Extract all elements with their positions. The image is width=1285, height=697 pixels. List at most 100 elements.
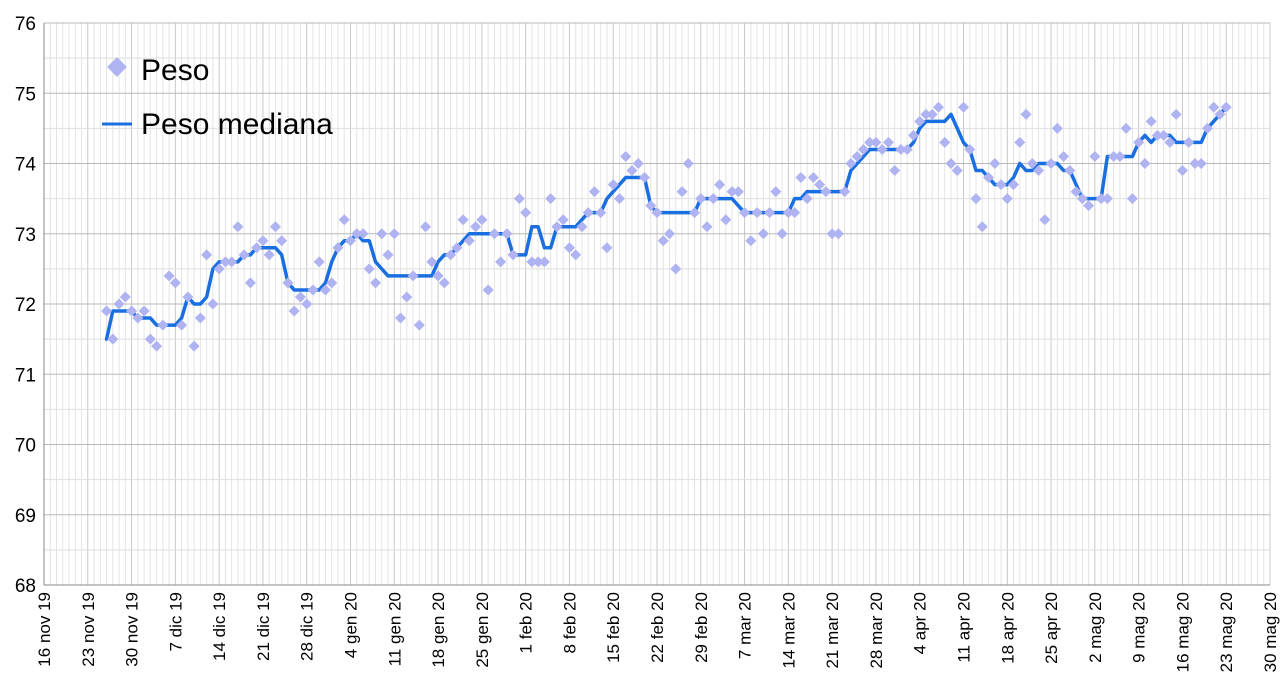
data-point-peso (113, 298, 125, 310)
data-point-peso (482, 284, 494, 296)
x-tick-label: 16 mag 20 (1173, 592, 1192, 672)
data-point-peso (307, 284, 319, 296)
data-point-peso (839, 186, 851, 198)
data-point-peso (188, 340, 200, 352)
data-point-peso (445, 249, 457, 261)
data-point-peso (776, 228, 788, 240)
data-point-peso (1201, 122, 1213, 134)
data-point-peso (1101, 193, 1113, 205)
data-point-peso (138, 305, 150, 317)
data-point-peso (570, 249, 582, 261)
y-tick-labels: 68 69 70 71 72 73 74 75 76 (15, 14, 37, 597)
data-point-peso (363, 263, 375, 275)
data-point-peso (1158, 129, 1170, 141)
x-tick-label: 18 gen 20 (429, 592, 448, 668)
x-tick-label: 15 feb 20 (604, 592, 623, 663)
data-point-peso (626, 165, 638, 177)
data-point-peso (1214, 108, 1226, 120)
x-tick-label: 7 mar 20 (736, 592, 755, 659)
data-point-peso (1176, 165, 1188, 177)
data-point-peso (714, 179, 726, 191)
x-tick-label: 30 mag 20 (1261, 592, 1280, 672)
y-tick-label: 68 (15, 576, 36, 597)
data-point-peso (745, 235, 757, 247)
data-point-peso (588, 186, 600, 198)
series-line-peso-mediana (104, 105, 1228, 341)
data-point-peso (438, 277, 450, 289)
data-point-peso (1145, 115, 1157, 127)
data-point-peso (376, 228, 388, 240)
data-point-peso (401, 291, 413, 303)
y-tick-label: 72 (15, 295, 36, 316)
data-point-peso (1183, 136, 1195, 148)
data-point-peso (1108, 150, 1120, 162)
data-point-peso (582, 207, 594, 219)
data-point-peso (670, 263, 682, 275)
x-tick-label: 14 mar 20 (779, 592, 798, 669)
data-point-peso (413, 319, 425, 331)
y-tick-label: 70 (15, 436, 36, 457)
data-point-peso (182, 291, 194, 303)
data-point-peso (557, 214, 569, 226)
y-tick-label: 71 (15, 365, 36, 386)
data-point-peso (495, 256, 507, 268)
data-point-peso (463, 235, 475, 247)
data-point-peso (370, 277, 382, 289)
legend: Peso Peso mediana (102, 54, 333, 141)
data-point-peso (201, 249, 213, 261)
data-point-peso (294, 291, 306, 303)
x-tick-label: 23 mag 20 (1217, 592, 1236, 672)
data-point-peso (789, 207, 801, 219)
median-line-layer (104, 105, 1228, 341)
x-tick-label: 1 feb 20 (517, 592, 536, 653)
data-point-peso (1195, 158, 1207, 169)
x-tick-label: 23 nov 19 (79, 592, 98, 667)
data-point-peso (757, 228, 769, 240)
data-point-peso (351, 228, 363, 240)
data-point-peso (476, 214, 488, 226)
data-point-peso (651, 207, 663, 219)
data-point-peso (470, 221, 482, 233)
data-point-peso (163, 270, 175, 282)
data-point-peso (976, 221, 988, 233)
data-point-peso (764, 207, 776, 219)
data-point-peso (939, 136, 951, 148)
data-point-peso (551, 221, 563, 233)
data-point-peso (739, 207, 751, 219)
data-point-peso (132, 312, 144, 324)
data-point-peso (263, 249, 275, 261)
data-point-peso (451, 242, 463, 254)
y-tick-label: 74 (15, 155, 37, 176)
x-tick-label: 29 feb 20 (692, 592, 711, 663)
data-point-peso (1083, 200, 1095, 212)
data-point-peso (1208, 101, 1220, 113)
x-tick-label: 11 apr 20 (955, 592, 974, 663)
data-point-peso (645, 200, 657, 212)
data-point-peso (1170, 108, 1182, 120)
data-point-peso (526, 256, 538, 268)
data-point-peso (864, 136, 876, 148)
data-point-peso (395, 312, 407, 324)
data-point-peso (157, 319, 169, 331)
data-point-peso (1220, 101, 1232, 113)
data-point-peso (964, 143, 976, 155)
data-point-peso (282, 277, 294, 289)
data-point-peso (832, 228, 844, 240)
y-tick-label: 73 (15, 225, 36, 246)
data-point-peso (826, 228, 838, 240)
data-point-peso (845, 158, 857, 169)
data-point-peso (532, 256, 544, 268)
data-point-peso (926, 108, 938, 120)
data-point-peso (695, 193, 707, 205)
x-tick-label: 28 dic 19 (298, 592, 317, 661)
data-point-peso (770, 186, 782, 198)
data-point-peso (882, 136, 894, 148)
data-point-peso (513, 193, 525, 205)
data-point-peso (1070, 186, 1082, 198)
x-tick-label: 25 gen 20 (473, 592, 492, 668)
data-point-peso (507, 249, 519, 261)
data-point-peso (807, 172, 819, 184)
data-point-peso (194, 312, 206, 324)
data-point-peso (857, 143, 869, 155)
